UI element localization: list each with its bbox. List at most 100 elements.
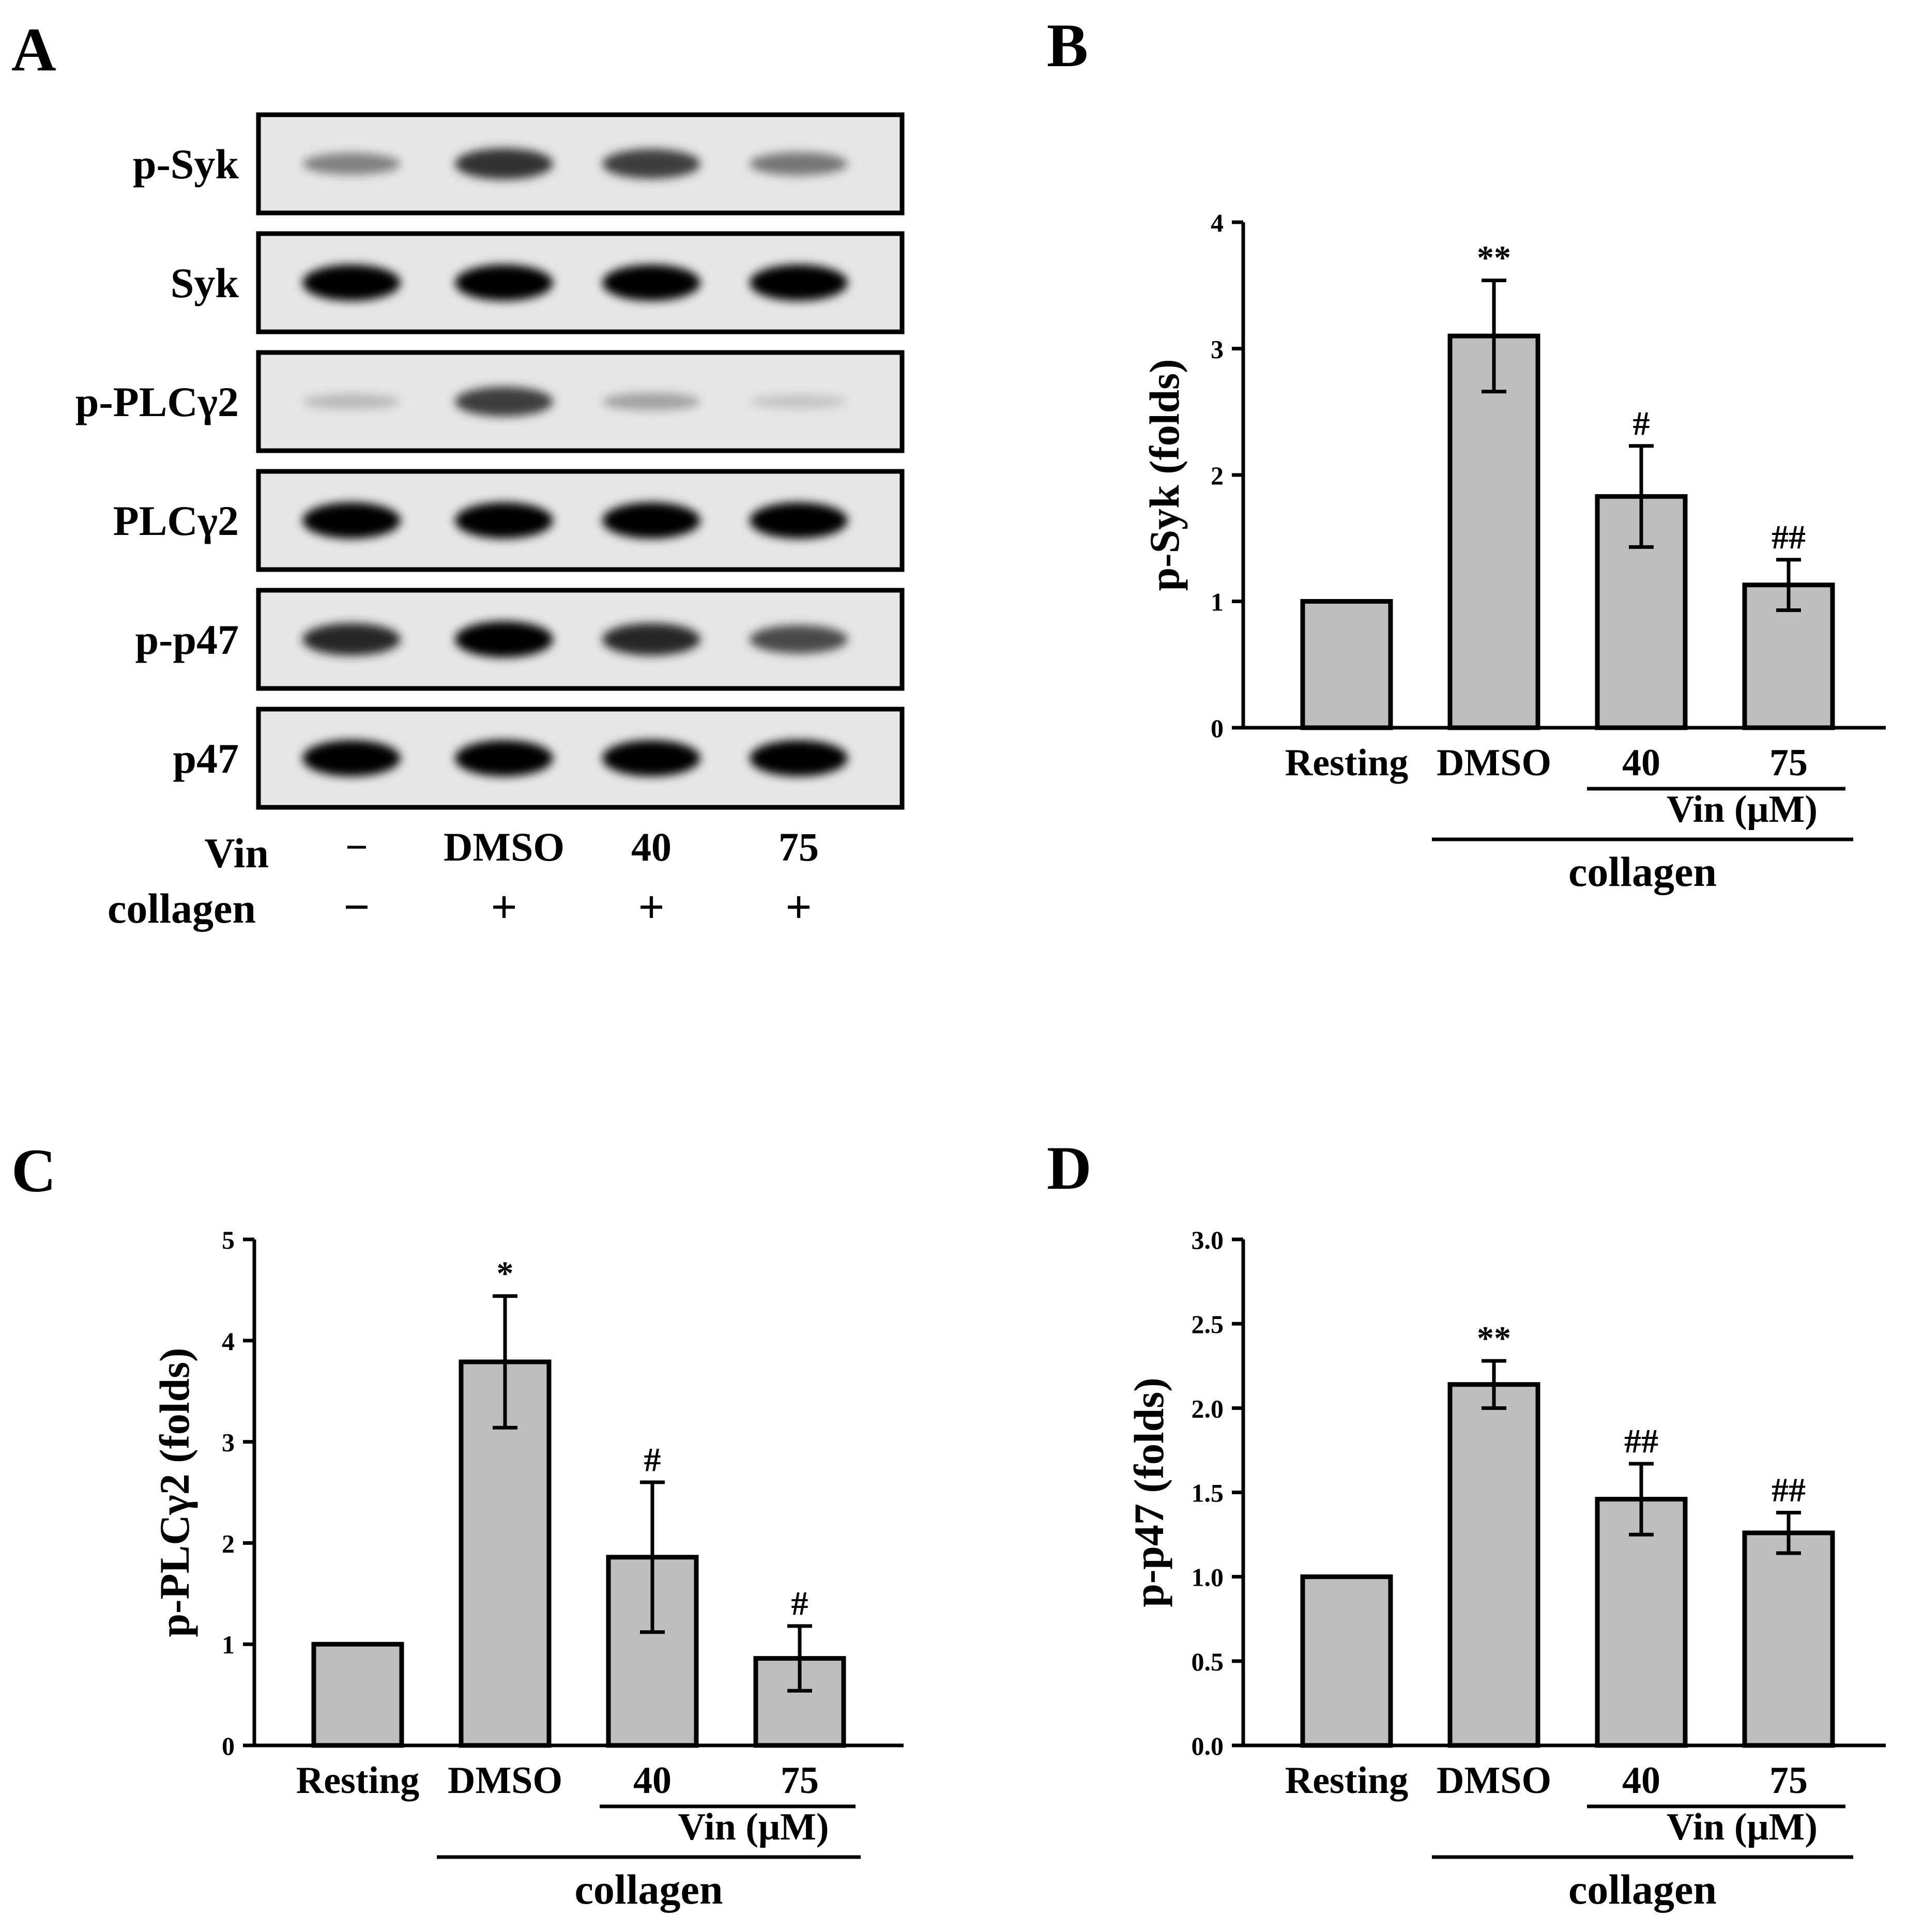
- category-label: 40: [633, 1759, 671, 1802]
- y-tick-label: 2.0: [1192, 1394, 1224, 1423]
- y-tick-label: 3.0: [1192, 1225, 1224, 1254]
- category-label: Resting: [1285, 1759, 1408, 1802]
- y-tick-label: 2: [1211, 461, 1224, 490]
- y-tick-label: 1: [222, 1630, 235, 1659]
- category-label: Resting: [296, 1759, 419, 1802]
- blot-row-label: p-p47: [135, 616, 239, 663]
- vin-row-label: Vin: [204, 830, 269, 877]
- vin-condition: 40: [631, 824, 671, 869]
- blot-band: [750, 152, 848, 176]
- blot-band: [302, 152, 401, 175]
- panel-label-b: B: [1047, 11, 1088, 80]
- panel-label-c: C: [11, 1136, 56, 1205]
- blot-band: [455, 265, 553, 301]
- collagen-group-label: collagen: [1568, 848, 1717, 895]
- category-label: DMSO: [448, 1759, 562, 1802]
- chart-p-plcg2: 0 1 2 3 4 5 p-PLCγ2 (folds) Resting * DMSO #40 #75V…: [151, 1225, 904, 1913]
- collagen-condition: +: [491, 882, 517, 933]
- blot-band: [602, 265, 700, 301]
- bar: [1447, 333, 1540, 730]
- blot-band: [750, 740, 848, 776]
- blot-band: [302, 265, 401, 301]
- y-axis-label: p-p47 (folds): [1125, 1377, 1172, 1607]
- blot-band: [455, 387, 553, 417]
- significance-mark: **: [1477, 1320, 1511, 1357]
- collagen-group-label: collagen: [1568, 1866, 1717, 1913]
- y-tick-label: 2.5: [1192, 1310, 1224, 1339]
- y-tick-label: 0.5: [1192, 1647, 1224, 1676]
- blot-band: [602, 149, 700, 179]
- blot-band: [455, 502, 553, 539]
- y-tick-label: 2: [222, 1529, 235, 1558]
- blot-row-label: p-Syk: [133, 141, 239, 188]
- category-label: 75: [1769, 1759, 1808, 1802]
- vin-group-label: Vin (μM): [1667, 1806, 1818, 1848]
- significance-mark: #: [791, 1585, 808, 1622]
- blot-row-label: p-PLCγ2: [75, 378, 239, 425]
- vin-condition: 75: [779, 824, 819, 869]
- y-tick-label: 1.0: [1192, 1563, 1224, 1592]
- y-tick-label: 1: [1211, 588, 1224, 617]
- blot-band: [602, 623, 700, 656]
- bar: [311, 1642, 404, 1748]
- bar: [1447, 1382, 1540, 1748]
- vin-condition: DMSO: [444, 824, 564, 869]
- category-label: 40: [1622, 1759, 1660, 1802]
- western-blot: p-Syk Syk p-PLCγ2 PLCγ2 p-p47 p47 Vin collagen −…: [75, 112, 905, 933]
- blot-band: [602, 392, 700, 411]
- y-tick-label: 4: [1211, 208, 1224, 237]
- category-label: Resting: [1285, 742, 1408, 784]
- category-label: DMSO: [1437, 1759, 1551, 1802]
- category-label: 75: [781, 1759, 819, 1802]
- collagen-row-label: collagen: [108, 885, 256, 932]
- vin-group-label: Vin (μM): [1667, 788, 1818, 831]
- blot-band: [750, 502, 848, 539]
- vin-group-label: Vin (μM): [678, 1806, 829, 1848]
- y-tick-label: 4: [222, 1327, 235, 1356]
- y-tick-label: 3: [222, 1428, 235, 1457]
- bar: [1300, 599, 1393, 730]
- collagen-condition: +: [785, 882, 812, 933]
- y-axis-label: p-Syk (folds): [1141, 359, 1188, 591]
- y-tick-label: 0: [222, 1731, 235, 1760]
- blot-band: [750, 394, 848, 409]
- blot-band: [455, 740, 553, 776]
- collagen-condition: −: [343, 882, 370, 933]
- blot-band: [302, 394, 401, 409]
- vin-condition: −: [345, 824, 368, 869]
- significance-mark: **: [1477, 239, 1511, 277]
- significance-mark: ##: [1772, 518, 1806, 556]
- significance-mark: ##: [1624, 1422, 1658, 1460]
- blot-row-label: Syk: [171, 259, 239, 306]
- blot-band: [750, 265, 848, 301]
- significance-mark: ##: [1772, 1471, 1806, 1509]
- blot-band: [750, 625, 848, 654]
- panel-label-d: D: [1047, 1133, 1092, 1202]
- category-label: 75: [1769, 742, 1808, 784]
- y-axis-label: p-PLCγ2 (folds): [151, 1348, 198, 1637]
- collagen-group-label: collagen: [575, 1866, 723, 1913]
- collagen-condition: +: [638, 882, 664, 933]
- blot-band: [602, 740, 700, 776]
- significance-mark: #: [644, 1441, 661, 1479]
- y-tick-label: 0.0: [1192, 1731, 1224, 1760]
- y-tick-label: 3: [1211, 335, 1224, 364]
- category-label: 40: [1622, 742, 1660, 784]
- category-label: DMSO: [1437, 742, 1551, 784]
- blot-row-label: PLCγ2: [113, 497, 239, 544]
- y-tick-label: 1.5: [1192, 1479, 1224, 1508]
- bar: [1300, 1574, 1393, 1748]
- significance-mark: #: [1633, 405, 1650, 442]
- significance-mark: *: [497, 1255, 514, 1293]
- y-tick-label: 5: [222, 1225, 235, 1254]
- panel-label-a: A: [11, 15, 56, 84]
- chart-p-p47: 0.0 0.5 1.0 1.5 2.0 2.5 3.0 p-p47 (folds) Restin…: [1125, 1225, 1886, 1913]
- blot-band: [602, 502, 700, 539]
- blot-band: [455, 621, 553, 657]
- blot-band: [302, 740, 401, 776]
- y-tick-label: 0: [1211, 714, 1224, 743]
- blot-band: [302, 623, 401, 656]
- blot-row-label: p47: [173, 735, 239, 782]
- blot-band: [302, 502, 401, 539]
